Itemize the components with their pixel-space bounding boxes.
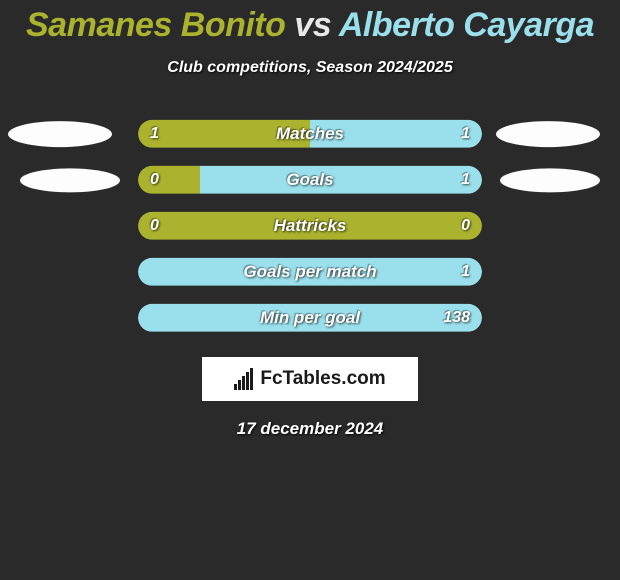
stat-row: Min per goal 138 [0,299,620,345]
fill-right [200,166,482,194]
player1-name: Samanes Bonito [26,6,285,44]
stat-left-value: 0 [150,217,159,235]
stat-label: Goals per match [243,262,376,282]
stat-row: 1 Matches 1 [0,115,620,161]
ellipse-right [496,121,600,147]
stat-right-value: 1 [461,263,470,281]
stat-right-value: 1 [461,171,470,189]
bar-track: Goals per match 1 [138,258,482,286]
brand-text: FcTables.com [260,368,385,390]
comparison-chart: 1 Matches 1 0 Goals 1 0 Hattricks 0 Goals per mat… [0,115,620,345]
stat-label: Min per goal [260,308,360,328]
bar-track: Min per goal 138 [138,304,482,332]
bar-track: 0 Hattricks 0 [138,212,482,240]
stat-left-value: 1 [150,125,159,143]
ellipse-left [8,121,112,147]
subtitle: Club competitions, Season 2024/2025 [0,59,620,77]
ellipse-left [20,168,120,192]
stat-row: 0 Hattricks 0 [0,207,620,253]
player2-name: Alberto Cayarga [339,6,594,44]
stat-row: Goals per match 1 [0,253,620,299]
stat-right-value: 1 [461,125,470,143]
stat-label: Matches [276,124,344,144]
bar-track: 1 Matches 1 [138,120,482,148]
stat-label: Goals [286,170,333,190]
fill-left [138,166,200,194]
stat-label: Hattricks [274,216,347,236]
chart-icon [234,368,256,390]
vs-text: vs [294,6,331,44]
brand-box: FcTables.com [202,357,418,401]
bar-track: 0 Goals 1 [138,166,482,194]
stat-row: 0 Goals 1 [0,161,620,207]
ellipse-right [500,168,600,192]
stat-right-value: 0 [461,217,470,235]
page-title: Samanes Bonito vs Alberto Cayarga [0,0,620,45]
date-text: 17 december 2024 [0,419,620,439]
stat-right-value: 138 [443,309,470,327]
stat-left-value: 0 [150,171,159,189]
